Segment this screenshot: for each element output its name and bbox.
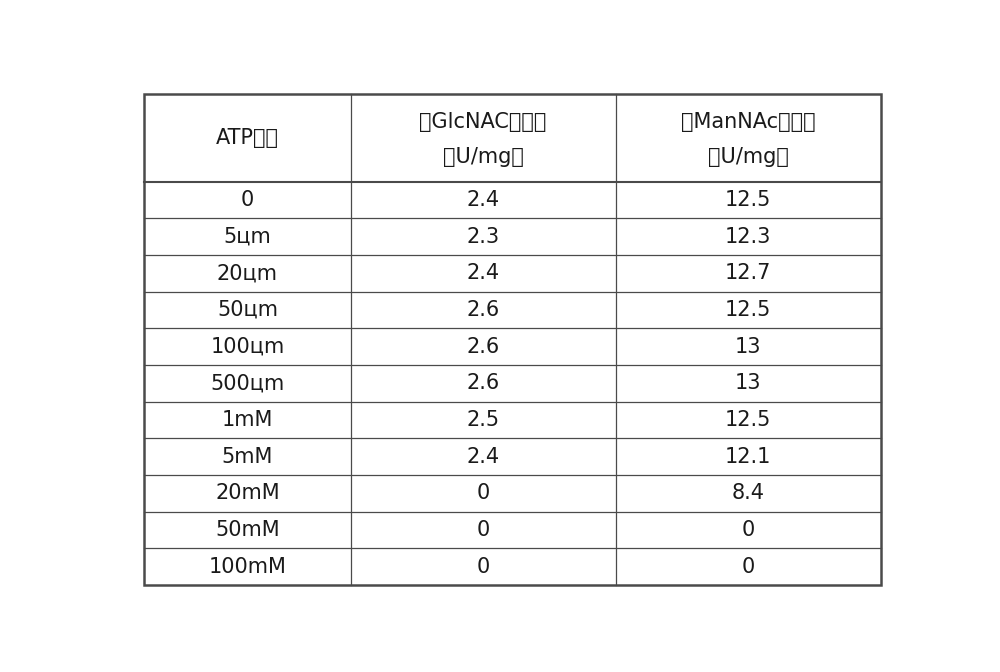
Text: 12.5: 12.5 xyxy=(725,410,771,430)
Text: 13: 13 xyxy=(735,337,761,357)
Text: 12.5: 12.5 xyxy=(725,300,771,320)
Text: 8.4: 8.4 xyxy=(732,483,765,503)
Text: 13: 13 xyxy=(735,374,761,393)
Text: 2.5: 2.5 xyxy=(466,410,500,430)
Text: 12.1: 12.1 xyxy=(725,447,771,467)
Text: 0: 0 xyxy=(476,520,490,540)
Text: 12.3: 12.3 xyxy=(725,226,771,247)
Text: 0: 0 xyxy=(241,190,254,210)
Text: 2.6: 2.6 xyxy=(466,337,500,357)
Text: 2.4: 2.4 xyxy=(466,263,500,284)
Text: 20mM: 20mM xyxy=(215,483,280,503)
Text: 20цm: 20цm xyxy=(217,263,278,284)
Text: （U/mg）: （U/mg） xyxy=(708,147,789,167)
Text: 0: 0 xyxy=(476,483,490,503)
Text: 2.3: 2.3 xyxy=(466,226,500,247)
Text: 寯GlcNAC的酶活: 寯GlcNAC的酶活 xyxy=(419,112,547,132)
Text: 1mM: 1mM xyxy=(222,410,273,430)
Text: 50mM: 50mM xyxy=(215,520,280,540)
Text: 100цm: 100цm xyxy=(210,337,285,357)
Text: 寯ManNAc的酶活: 寯ManNAc的酶活 xyxy=(681,112,815,132)
Text: 2.6: 2.6 xyxy=(466,374,500,393)
Text: （U/mg）: （U/mg） xyxy=(443,147,523,167)
Text: 2.6: 2.6 xyxy=(466,300,500,320)
Text: 5mM: 5mM xyxy=(222,447,273,467)
Text: 0: 0 xyxy=(476,557,490,577)
Text: 2.4: 2.4 xyxy=(466,190,500,210)
Text: 0: 0 xyxy=(741,557,755,577)
Text: 500цm: 500цm xyxy=(210,374,285,393)
Text: 12.7: 12.7 xyxy=(725,263,771,284)
Text: 0: 0 xyxy=(741,520,755,540)
Text: ATP浓度: ATP浓度 xyxy=(216,128,279,148)
Text: 12.5: 12.5 xyxy=(725,190,771,210)
Text: 100mM: 100mM xyxy=(209,557,286,577)
Text: 5цm: 5цm xyxy=(224,226,271,247)
Text: 2.4: 2.4 xyxy=(466,447,500,467)
Text: 50цm: 50цm xyxy=(217,300,278,320)
